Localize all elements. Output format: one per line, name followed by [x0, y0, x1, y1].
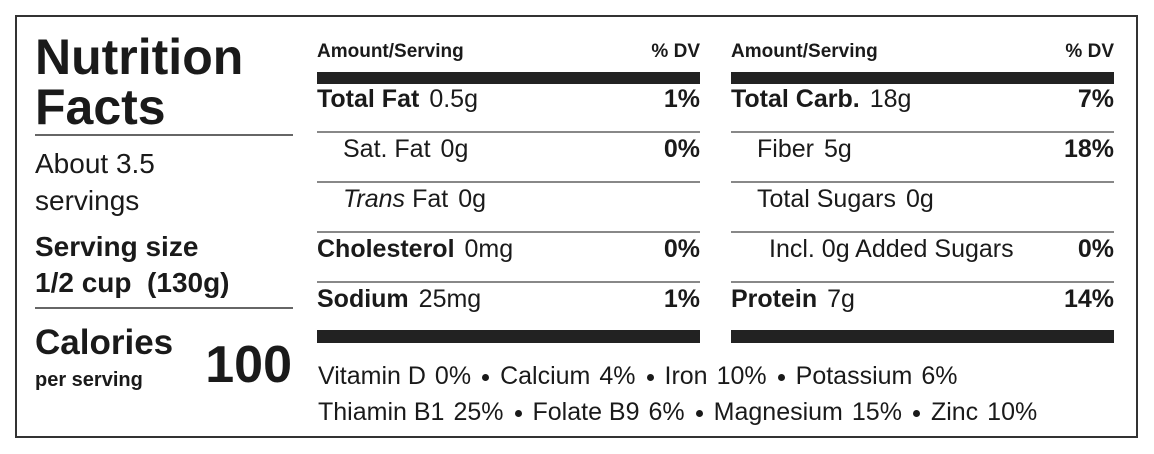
nutrient-dv: 7% — [1077, 85, 1114, 113]
vitamin-name: Zinc — [930, 398, 979, 426]
row-rule — [731, 281, 1114, 283]
header-amount: Amount/Serving — [731, 41, 878, 62]
servings: About 3.5 servings — [35, 148, 155, 216]
serving-size-label: Serving size — [35, 231, 199, 262]
vitamin-name: Potassium — [795, 362, 913, 390]
nutrient-dv: 0% — [663, 135, 700, 163]
header-dv: % DV — [1065, 41, 1114, 62]
nutrient-name: Protein — [731, 285, 818, 313]
bullet — [514, 409, 522, 417]
vitamin-dv: 6% — [648, 398, 685, 426]
vitamin-dv: 15% — [851, 398, 902, 426]
nutrient-name: Total Carb. — [731, 85, 860, 113]
nutrient-row: Total Fat 0.5g 1% — [317, 74, 700, 124]
vitamin-name: Iron — [664, 362, 708, 390]
nutrient-name: Total Sugars — [757, 185, 896, 213]
nutrient-row: Trans Fat 0g — [343, 174, 700, 224]
row-rule — [317, 181, 700, 183]
bullet — [695, 409, 703, 417]
bullet — [646, 373, 654, 381]
rule — [35, 307, 293, 309]
nutrient-row: Fiber 5g 18% — [757, 124, 1114, 174]
nutrient-amount: 7g — [827, 285, 855, 313]
nutrient-amount: 0g — [458, 185, 486, 213]
vitamin-line: Vitamin D 0% Calcium 4% Iron 10% Potassium 6% — [318, 358, 958, 394]
column-header: Amount/Serving % DV — [731, 38, 1114, 66]
nutrient-row: Cholesterol 0mg 0% — [317, 224, 700, 274]
nutrient-name: Cholesterol — [317, 235, 455, 263]
nutrient-name: Total Fat — [317, 85, 420, 113]
row-rule — [731, 131, 1114, 133]
row-rule — [317, 281, 700, 283]
header-amount: Amount/Serving — [317, 41, 464, 62]
vitamin-dv: 0% — [434, 362, 472, 390]
nutrient-dv: 0% — [1077, 235, 1114, 263]
vitamin-name: Thiamin B1 — [318, 398, 445, 426]
nutrient-dv: 1% — [663, 85, 700, 113]
nutrient-amount: 0g — [440, 135, 469, 163]
nutrient-dv: 18% — [1063, 135, 1114, 163]
nutrient-name: Fiber — [757, 135, 814, 163]
rule — [35, 134, 293, 136]
nutrient-amount: 0g — [905, 185, 934, 213]
vitamin-dv: 25% — [453, 398, 504, 426]
calories-label: Calories — [35, 323, 174, 362]
row-rule — [731, 231, 1114, 233]
thick-bar — [317, 72, 700, 84]
nutrient-amount: 18g — [869, 85, 912, 113]
calories-sub: per serving — [35, 369, 143, 391]
bullet — [482, 373, 490, 381]
thick-bar — [317, 330, 700, 343]
nutrient-name: Fat — [412, 185, 449, 213]
frame — [15, 15, 1138, 438]
nutrient-row: Incl. 0g Added Sugars 0% — [769, 224, 1114, 274]
bullet — [912, 409, 920, 417]
thick-bar — [731, 330, 1114, 343]
nutrient-row: Sodium 25mg 1% — [317, 274, 700, 324]
vitamin-name: Vitamin D — [318, 362, 426, 390]
vitamin-line: Thiamin B1 25% Folate B9 6% Magnesium 15% Zinc… — [318, 394, 1037, 430]
vitamin-name: Calcium — [500, 362, 591, 390]
nutrient-row: Total Sugars 0g — [757, 174, 1114, 224]
nutrient-dv: 14% — [1063, 285, 1114, 313]
nutrient-row: Total Carb. 18g 7% — [731, 74, 1114, 124]
vitamin-name: Magnesium — [713, 398, 843, 426]
vitamin-name: Folate B9 — [532, 398, 640, 426]
calories-value: 100 — [205, 336, 292, 394]
vitamin-dv: 4% — [599, 362, 636, 390]
nutrient-amount: 25mg — [418, 285, 482, 313]
nutrient-name: Sat. Fat — [343, 135, 431, 163]
nutrient-amount: 5g — [823, 135, 852, 163]
thick-bar — [731, 72, 1114, 84]
vitamin-dv: 10% — [716, 362, 767, 390]
nutrient-name-italic: Trans — [343, 185, 406, 213]
nutrient-row: Sat. Fat 0g 0% — [343, 124, 700, 174]
nutrient-dv: 0% — [663, 235, 700, 263]
serving-size-value: 1/2 cup (130g) — [35, 267, 230, 298]
nutrient-amount: 0.5g — [429, 85, 478, 113]
row-rule — [317, 231, 700, 233]
nutrient-name: Sodium — [317, 285, 409, 313]
vitamin-dv: 6% — [921, 362, 958, 390]
vitamin-dv: 10% — [987, 398, 1038, 426]
header-dv: % DV — [651, 41, 700, 62]
nutrient-amount: 0mg — [464, 235, 514, 263]
nutrient-dv: 1% — [663, 285, 700, 313]
row-rule — [317, 131, 700, 133]
row-rule — [731, 181, 1114, 183]
column-header: Amount/Serving % DV — [317, 38, 700, 66]
title: Nutrition Facts — [35, 29, 244, 135]
nutrient-row: Protein 7g 14% — [731, 274, 1114, 324]
bullet — [777, 373, 785, 381]
nutrient-name: Incl. 0g Added Sugars — [769, 235, 1014, 263]
